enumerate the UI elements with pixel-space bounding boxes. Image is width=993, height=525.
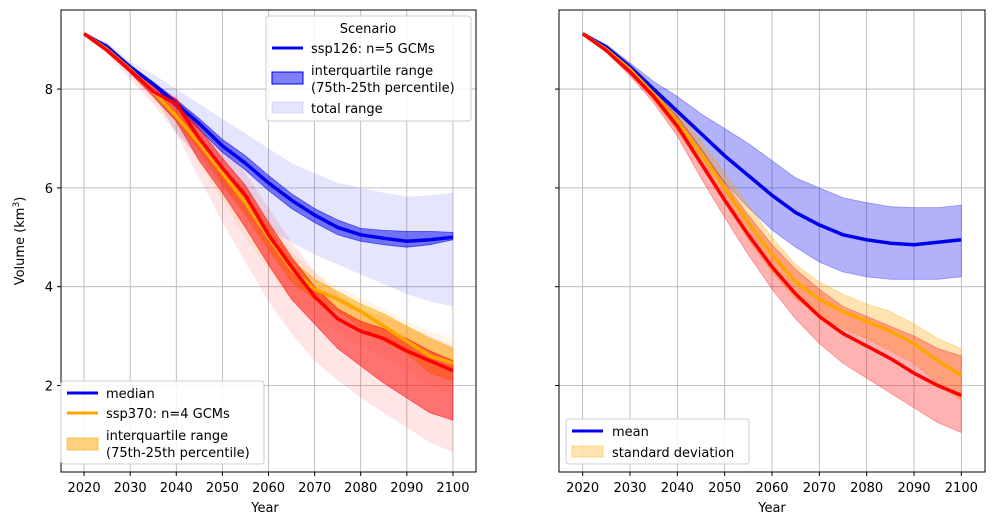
legend-label-median: median	[106, 387, 155, 402]
x-tick-label: 2060	[755, 481, 788, 496]
right-legend: mean standard deviation	[565, 418, 750, 465]
y-tick-label: 6	[45, 182, 53, 197]
legend-label-ssp126: ssp126: n=5 GCMs	[311, 42, 435, 57]
x-tick-label: 2040	[160, 481, 193, 496]
median-line-ssp126	[83, 32, 454, 243]
x-tick-label: 2070	[803, 481, 836, 496]
left-panel: 2020 2030 2040 2050 2060 2070 2080 2090 2100 2 4 6…	[12, 9, 477, 516]
y-tick-label: 4	[45, 281, 53, 296]
mean-line-ssp585	[581, 32, 962, 398]
legend-label-std: standard deviation	[612, 446, 734, 461]
legend-swatch-total-range	[271, 101, 304, 114]
right-x-axis-label: Year	[757, 501, 786, 516]
legend-box	[565, 418, 750, 465]
legend-title: Scenario	[340, 22, 397, 37]
left-plot-area	[83, 32, 454, 453]
x-tick-label: 2070	[298, 481, 331, 496]
iqr-band-ssp126	[83, 33, 454, 248]
right-x-ticks: 2020 2030 2040 2050 2060 2070 2080 2090 2100	[566, 472, 978, 496]
iqr-band-ssp585	[83, 33, 454, 421]
x-tick-label: 2020	[68, 481, 101, 496]
x-tick-label: 2060	[252, 481, 285, 496]
legend-label-iqr: interquartile range	[106, 429, 228, 444]
legend-label-mean: mean	[612, 425, 649, 440]
right-panel: 2020 2030 2040 2050 2060 2070 2080 2090 2100 Yea…	[555, 9, 986, 516]
x-tick-label: 2030	[613, 481, 646, 496]
median-line-ssp585	[83, 32, 454, 373]
left-x-axis-label: Year	[250, 501, 279, 516]
legend-label-iqr-percentile: (75th-25th percentile)	[106, 446, 250, 461]
left-x-ticks: 2020 2030 2040 2050 2060 2070 2080 2090 2100	[68, 472, 469, 496]
legend-swatch-iqr-blue	[271, 71, 304, 85]
x-tick-label: 2050	[206, 481, 239, 496]
x-tick-label: 2030	[114, 481, 147, 496]
left-y-ticks: 2 4 6 8	[45, 83, 61, 395]
left-legend-bottom: median ssp370: n=4 GCMs interquartile ra…	[60, 380, 265, 465]
mean-line-ssp126	[581, 32, 962, 247]
legend-swatch-std	[571, 445, 604, 458]
legend-swatch-iqr-orange	[66, 437, 99, 451]
y-tick-label: 2	[45, 380, 53, 395]
legend-label-iqr-percentile: (75th-25th percentile)	[311, 81, 455, 96]
x-tick-label: 2020	[566, 481, 599, 496]
legend-label-total-range: total range	[311, 102, 383, 117]
right-plot-area	[581, 32, 963, 434]
legend-box	[265, 15, 472, 122]
x-tick-label: 2080	[850, 481, 883, 496]
x-tick-label: 2040	[661, 481, 694, 496]
left-legend-top: Scenario ssp126: n=5 GCMs interquartile …	[265, 15, 472, 122]
x-tick-label: 2100	[945, 481, 978, 496]
legend-label-ssp370: ssp370: n=4 GCMs	[106, 407, 230, 422]
x-tick-label: 2050	[708, 481, 741, 496]
legend-box	[60, 380, 265, 465]
x-tick-label: 2090	[897, 481, 930, 496]
legend-label-iqr: interquartile range	[311, 64, 433, 79]
y-tick-label: 8	[45, 83, 53, 98]
x-tick-label: 2090	[390, 481, 423, 496]
x-tick-label: 2100	[436, 481, 469, 496]
left-y-axis-label: Volume (km3)	[12, 197, 28, 286]
right-y-ticks	[555, 88, 559, 387]
x-tick-label: 2080	[344, 481, 377, 496]
